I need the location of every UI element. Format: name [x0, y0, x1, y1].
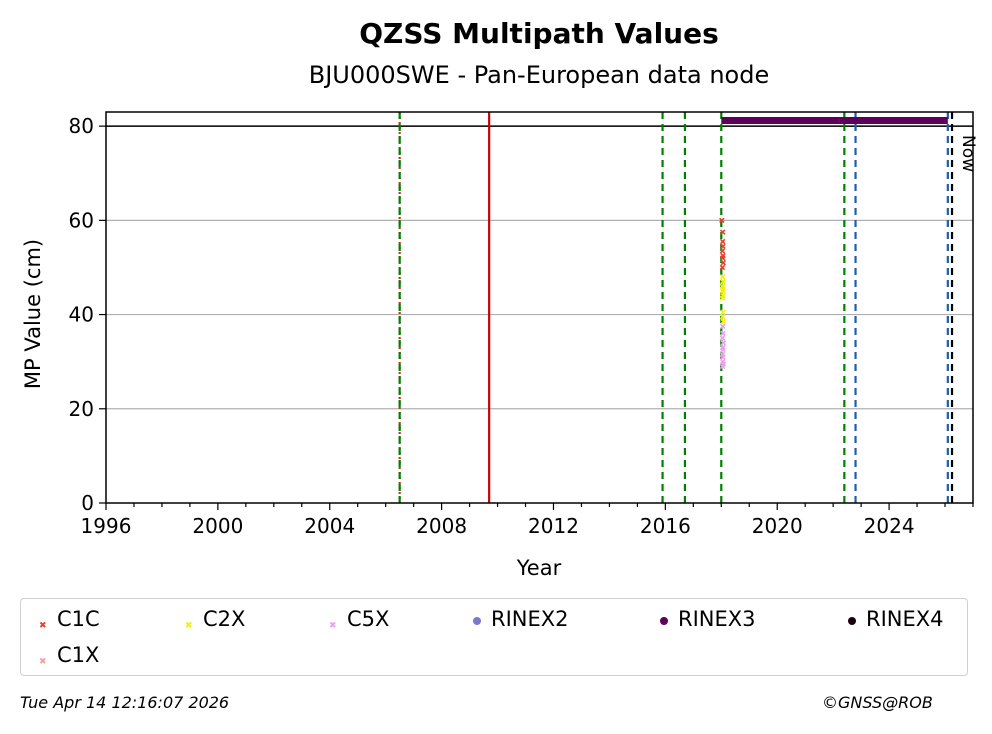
chart-subtitle: BJU000SWE - Pan-European data node [309, 61, 769, 89]
x-tick-label: 2004 [304, 514, 355, 538]
legend-label: C2X [203, 607, 246, 631]
data-point-c2x [720, 318, 727, 325]
x-tick-label: 2012 [528, 514, 579, 538]
x-tick-label: 2016 [640, 514, 691, 538]
legend-item-rinex4: RINEX4 [836, 607, 944, 631]
data-point-c1c [720, 243, 726, 250]
x-tick-label: 2008 [416, 514, 467, 538]
legend-label: RINEX2 [491, 607, 569, 631]
data-point-c5x [719, 323, 726, 330]
legend-item-c5x: ✖ C5X [317, 607, 389, 631]
y-tick-label: 20 [69, 397, 94, 421]
data-point-c1c [719, 264, 726, 271]
y-tick-label: 80 [69, 114, 94, 138]
legend-marker [461, 610, 491, 630]
x-tick-label: 2024 [864, 514, 915, 538]
legend-marker: ✖ [329, 621, 337, 631]
legend-item-rinex2: RINEX2 [461, 607, 569, 631]
now-label: Now [958, 135, 978, 172]
chart-canvas: QZSS Multipath Values BJU000SWE - Pan-Eu… [21, 17, 978, 580]
data-point-c5x [720, 330, 726, 337]
legend: ✖ C1C ✖ C2X ✖ C5X RINEX2 RINEX3 RINEX4 ✖ C1X [20, 598, 968, 676]
data-point-c1c [719, 238, 726, 245]
legend-label: C1C [57, 607, 100, 631]
legend-marker: ✖ [39, 621, 47, 631]
x-tick-label: 2020 [752, 514, 803, 538]
legend-item-c1x: ✖ C1X [27, 643, 99, 667]
x-tick-label: 1996 [81, 514, 132, 538]
legend-label: C1X [57, 643, 100, 667]
legend-label: C5X [347, 607, 390, 631]
data-point-c1c [720, 259, 727, 266]
y-tick-label: 0 [81, 491, 94, 515]
data-point-c5x [720, 354, 726, 360]
data-point-c5x [720, 340, 727, 346]
plot-frame [105, 111, 974, 504]
y-tick-label: 60 [69, 208, 94, 232]
y-axis-label: MP Value (cm) [21, 239, 45, 389]
legend-marker [648, 610, 678, 630]
legend-label: RINEX4 [866, 607, 944, 631]
legend-marker [836, 610, 866, 630]
data-point-c1c [719, 255, 726, 261]
legend-item-c2x: ✖ C2X [173, 607, 245, 631]
data-point-c1c [719, 217, 725, 224]
data-point-c5x [720, 347, 726, 353]
data-point-c2x [719, 295, 726, 301]
footer-timestamp: Tue Apr 14 12:16:07 2026 [20, 693, 230, 712]
data-point-c2x [719, 288, 726, 294]
x-tick-label: 2000 [192, 514, 243, 538]
data-point-c2x [720, 278, 726, 285]
data-point-c5x [719, 363, 726, 370]
legend-item-rinex3: RINEX3 [648, 607, 756, 631]
data-point-c5x [719, 335, 726, 341]
legend-marker: ✖ [39, 657, 47, 667]
data-point-c1c [719, 248, 726, 254]
x-axis-label: Year [516, 556, 562, 580]
data-point-c2x [719, 314, 726, 320]
data-point-c1c [719, 229, 726, 235]
y-tick-label: 40 [69, 303, 94, 327]
footer-copyright: ©GNSS@ROB [822, 693, 933, 712]
data-point-c2x [720, 309, 726, 315]
data-point-c2x [719, 274, 726, 280]
legend-marker: ✖ [185, 621, 193, 631]
plot-area: Now 1996 2000 2004 2008 2012 2016 2020 2024 0 20 40… [69, 111, 978, 538]
legend-item-c1c: ✖ C1C [27, 607, 100, 631]
legend-label: RINEX3 [678, 607, 756, 631]
chart-title: QZSS Multipath Values [359, 17, 719, 50]
